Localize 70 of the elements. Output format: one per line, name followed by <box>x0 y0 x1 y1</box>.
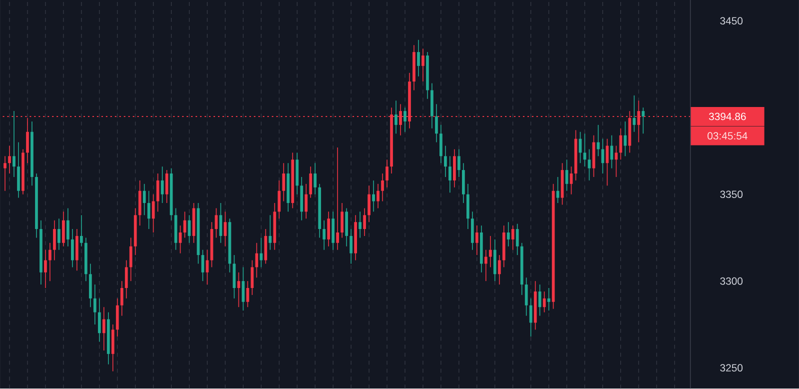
candlestick <box>147 190 150 230</box>
candlestick <box>12 110 16 178</box>
candlestick <box>363 208 366 237</box>
candlestick <box>336 147 340 250</box>
candlestick <box>488 236 492 268</box>
candlestick <box>506 222 510 247</box>
candlestick <box>372 180 375 212</box>
candlestick <box>368 185 370 223</box>
candlestick <box>26 118 29 164</box>
candlestick <box>350 228 352 264</box>
candlestick <box>404 107 406 132</box>
candlestick <box>44 250 47 289</box>
candlestick <box>8 146 11 174</box>
candlestick <box>62 211 65 247</box>
candlestick <box>322 220 326 250</box>
candlestick <box>538 284 542 316</box>
candlestick <box>444 146 447 178</box>
candlestick <box>58 218 60 250</box>
candlestick <box>124 260 128 299</box>
candlestick <box>102 306 106 352</box>
candlestick <box>435 104 438 143</box>
candlestick <box>4 156 6 192</box>
candlestick <box>304 184 308 220</box>
candlestick <box>542 291 546 313</box>
candlestick <box>340 202 344 238</box>
candlestick <box>386 159 388 188</box>
candlestick <box>394 100 398 134</box>
y-tick-label: 3350 <box>720 190 743 198</box>
candlestick <box>98 298 101 342</box>
candlestick <box>448 156 452 194</box>
candlestick <box>309 166 312 198</box>
candlestick <box>260 237 263 268</box>
candlestick <box>70 228 74 268</box>
candlestick <box>142 184 146 216</box>
y-tick-label: 3450 <box>720 17 743 25</box>
candlestick <box>120 280 124 316</box>
candlestick <box>53 220 56 261</box>
candlestick <box>422 48 424 82</box>
candlestick <box>129 237 132 282</box>
candlestick <box>475 225 478 256</box>
candlestick <box>457 148 460 178</box>
candlestick <box>160 166 164 204</box>
candlestick <box>282 162 286 202</box>
candlestick <box>524 277 528 316</box>
candlestick <box>358 211 362 238</box>
candlestick <box>529 298 532 338</box>
candlestick <box>156 173 160 212</box>
text: 03:45:54 <box>708 132 748 140</box>
ref-line-label: 3394.86 <box>708 112 746 120</box>
candlestick <box>511 225 514 250</box>
candlestick <box>516 224 519 256</box>
y-tick-label: 3250 <box>720 364 743 372</box>
candlestick <box>642 107 645 134</box>
candlestick <box>498 254 501 286</box>
candlestick <box>376 184 380 209</box>
candlestick <box>417 40 420 77</box>
candlestick <box>327 211 330 247</box>
candlestick <box>152 194 155 234</box>
candlestick <box>93 284 96 326</box>
candlestick <box>381 173 384 202</box>
candlestick <box>48 242 52 282</box>
candlestick <box>588 148 591 182</box>
candlestick <box>80 214 83 247</box>
y-tick-label: 3300 <box>720 278 743 285</box>
candlestick <box>278 180 281 220</box>
candlestick <box>66 208 70 247</box>
candlestick <box>314 162 317 195</box>
candlestick <box>484 250 488 282</box>
candlestick <box>440 124 442 164</box>
candlestick <box>268 214 272 250</box>
